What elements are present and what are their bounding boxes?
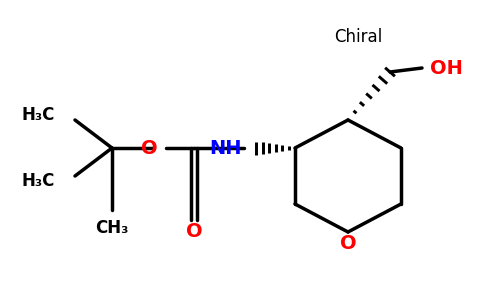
- Text: NH: NH: [210, 139, 242, 158]
- Text: H₃C: H₃C: [22, 172, 55, 190]
- Text: OH: OH: [430, 58, 463, 77]
- Text: H₃C: H₃C: [22, 106, 55, 124]
- Text: Chiral: Chiral: [334, 28, 382, 46]
- Text: O: O: [141, 139, 158, 158]
- Text: O: O: [340, 234, 356, 253]
- Text: O: O: [186, 222, 202, 241]
- Text: CH₃: CH₃: [95, 219, 129, 237]
